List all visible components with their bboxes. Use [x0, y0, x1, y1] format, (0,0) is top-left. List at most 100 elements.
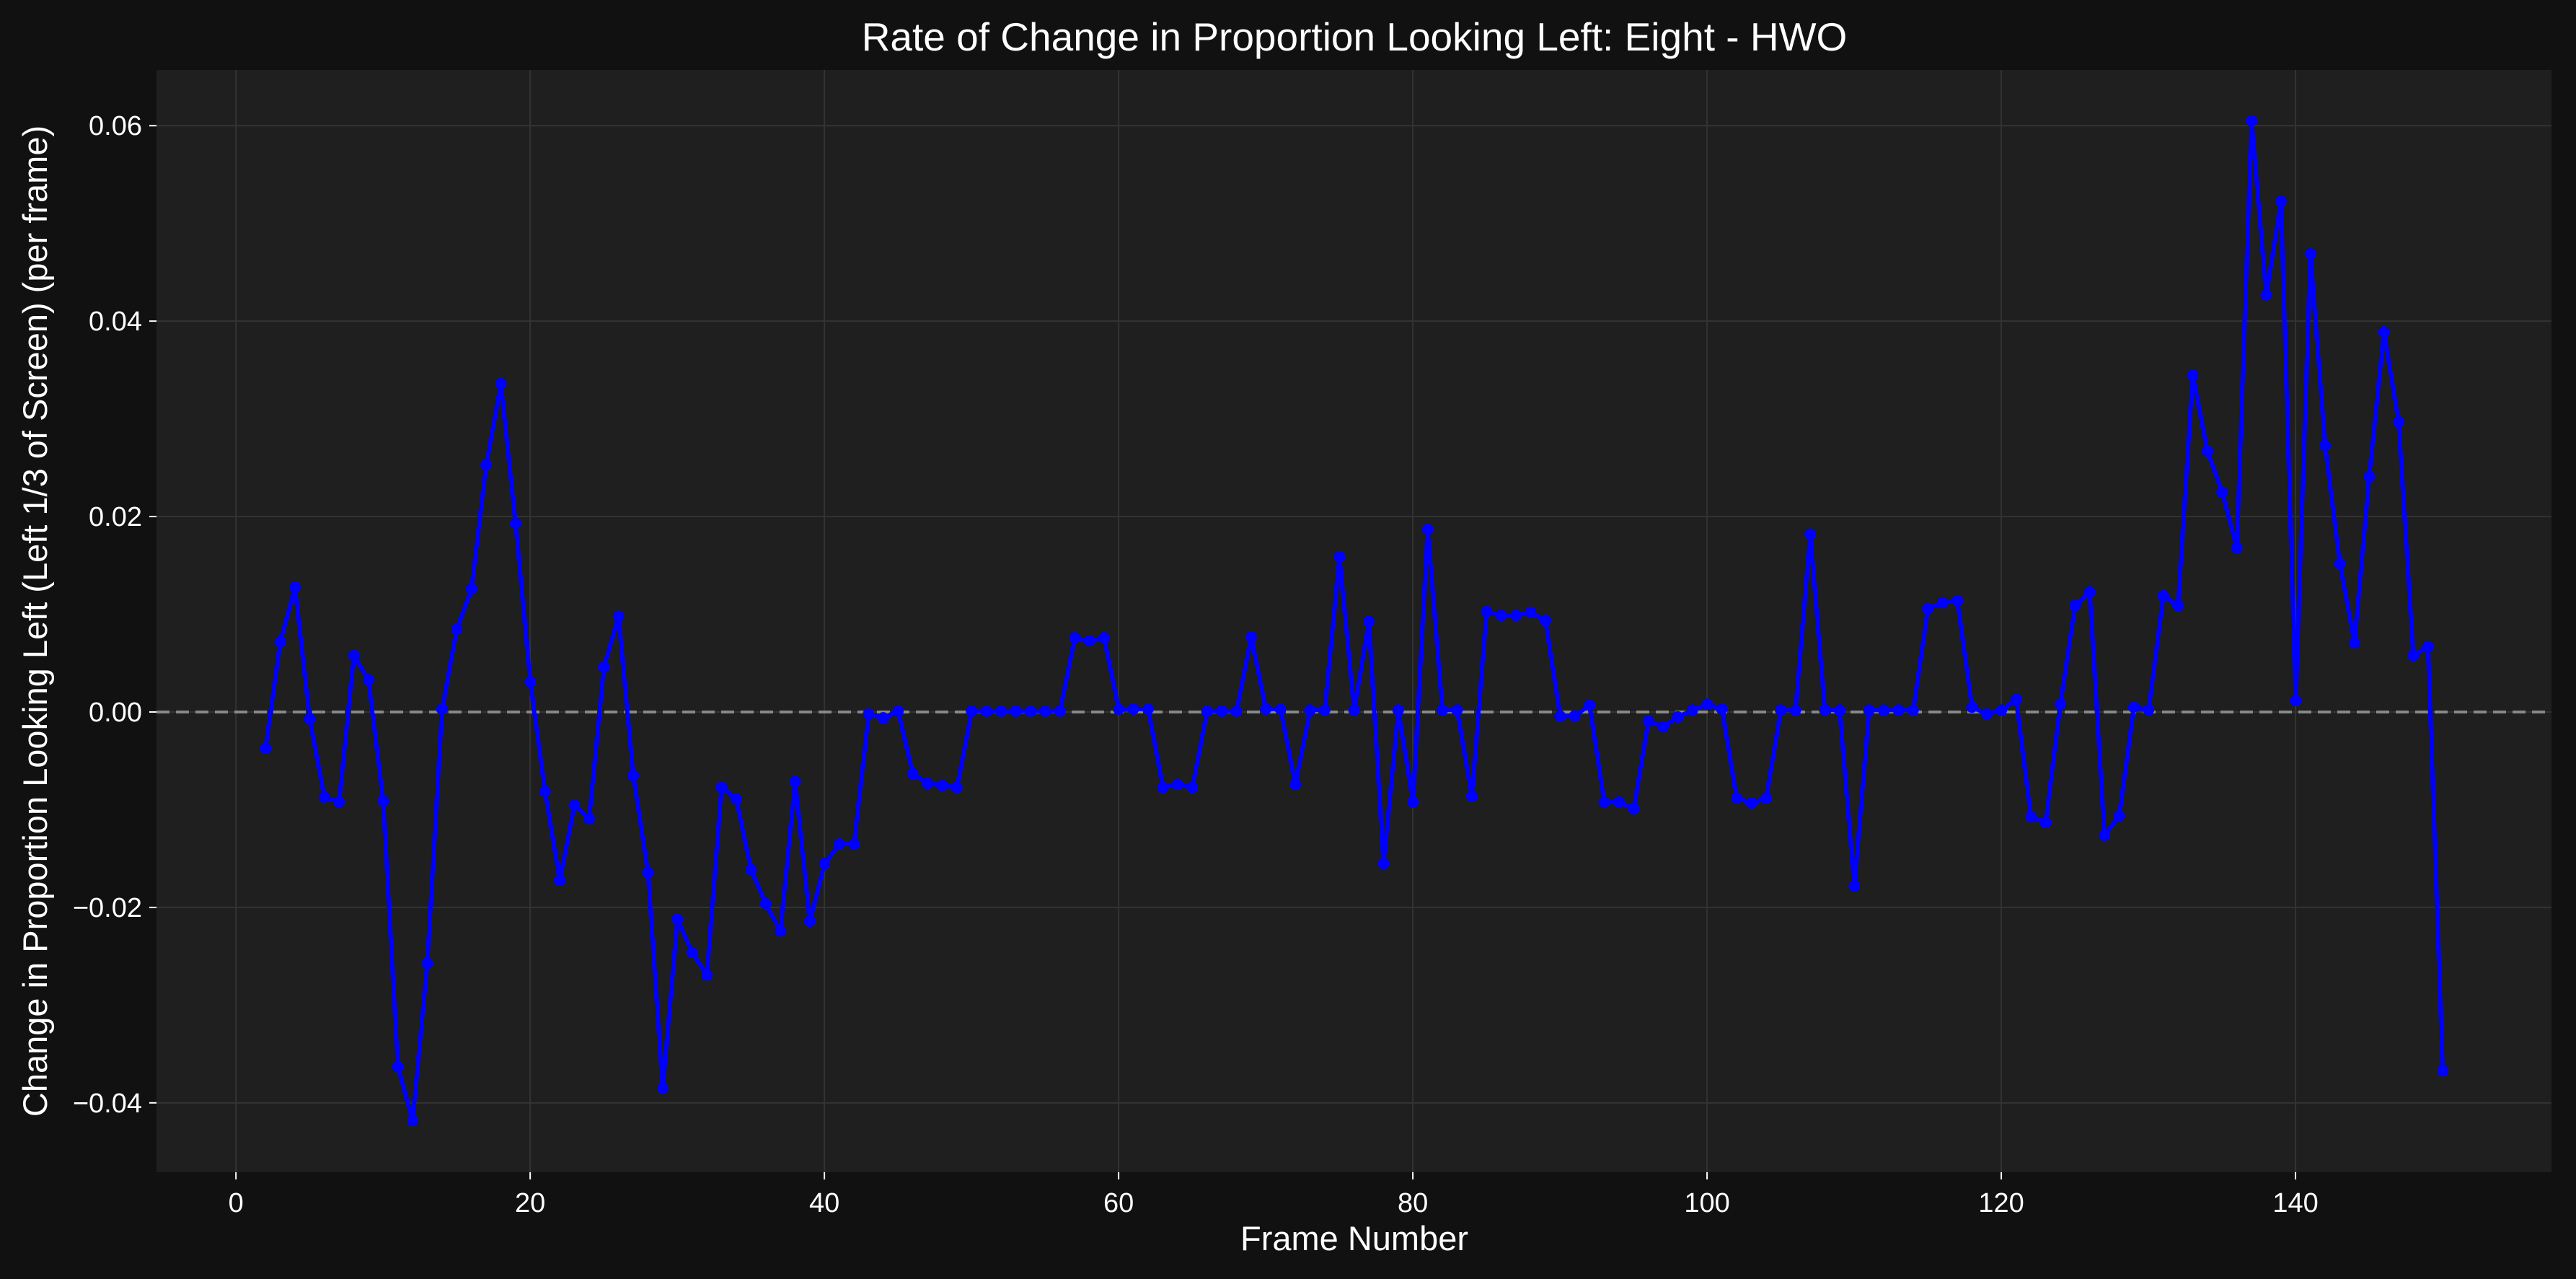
data-point: [994, 705, 1007, 717]
data-point: [1421, 523, 1434, 535]
data-point: [1509, 609, 1522, 621]
data-point: [2010, 693, 2022, 706]
data-point: [539, 785, 551, 797]
data-point: [1922, 602, 1934, 615]
data-point: [803, 915, 816, 927]
data-point: [2363, 470, 2375, 483]
data-point: [1142, 703, 1154, 715]
data-point: [1481, 605, 1493, 617]
data-point: [1995, 704, 2008, 716]
data-point: [1569, 710, 1581, 722]
data-point: [1789, 704, 1801, 716]
data-point: [451, 623, 463, 635]
x-tick-label: 120: [1978, 1188, 2024, 1218]
data-point: [1892, 704, 1905, 716]
data-point: [421, 957, 433, 970]
data-point: [612, 610, 625, 623]
data-point: [1760, 792, 1772, 804]
data-point: [1392, 704, 1404, 716]
data-point: [1289, 778, 1301, 791]
data-point: [509, 517, 521, 529]
data-point: [274, 636, 286, 648]
data-point: [348, 649, 360, 662]
data-point: [2098, 829, 2110, 841]
data-point: [2348, 636, 2360, 649]
y-tick-label: 0.00: [89, 698, 142, 728]
data-point: [406, 1115, 418, 1127]
data-point: [1215, 705, 1227, 717]
data-point: [2157, 589, 2169, 602]
data-point: [774, 925, 786, 937]
data-point: [304, 713, 316, 725]
data-point: [288, 581, 301, 593]
data-point: [1716, 703, 1728, 715]
data-point: [1010, 705, 1022, 717]
data-point: [1333, 550, 1346, 563]
data-point: [819, 857, 831, 869]
data-point: [2378, 326, 2390, 338]
data-point: [1966, 701, 1978, 713]
data-point: [1583, 699, 1595, 711]
x-tick-label: 60: [1103, 1188, 1134, 1218]
data-point: [1598, 796, 1610, 808]
data-point: [524, 676, 537, 687]
data-point: [2392, 416, 2404, 428]
data-point: [1819, 704, 1831, 716]
data-point: [2083, 586, 2096, 598]
data-point: [1951, 594, 1963, 607]
data-point: [2069, 599, 2081, 612]
data-point: [333, 796, 345, 808]
x-tick-label: 20: [515, 1188, 545, 1218]
data-point: [1628, 803, 1640, 815]
data-point: [1936, 597, 1949, 609]
data-point: [1098, 632, 1110, 643]
data-point: [686, 946, 698, 959]
data-point: [700, 969, 713, 981]
data-point: [2024, 810, 2037, 822]
y-tick-label: −0.02: [73, 893, 142, 923]
tick-labels: 0 20 40 60 80 100 120 140 −0.04 −0.02 0.00 0.02 0.04…: [73, 111, 2319, 1218]
data-point: [1686, 704, 1698, 716]
y-axis-label: Change in Proportion Looking Left (Left …: [16, 126, 54, 1117]
data-point: [2113, 809, 2125, 822]
x-tick-label: 0: [229, 1188, 244, 1218]
data-point: [1833, 704, 1845, 716]
y-tick-label: −0.04: [73, 1089, 142, 1119]
data-point: [377, 795, 389, 807]
data-point: [1701, 698, 1713, 711]
data-point: [1613, 796, 1625, 808]
data-point: [921, 777, 933, 789]
data-point: [1024, 705, 1036, 717]
x-tick-label: 140: [2272, 1188, 2318, 1218]
data-point: [1848, 880, 1861, 892]
data-point: [936, 779, 948, 791]
data-point: [1318, 704, 1331, 716]
data-point: [1495, 609, 1507, 621]
data-point: [1539, 614, 1551, 626]
data-point: [2275, 195, 2287, 207]
data-point: [568, 799, 581, 811]
data-point: [2039, 817, 2052, 828]
data-point: [745, 863, 757, 876]
data-point: [2304, 247, 2316, 260]
data-point: [2260, 289, 2272, 301]
data-point: [583, 812, 595, 825]
data-point: [318, 791, 330, 803]
data-point: [1113, 703, 1125, 715]
data-point: [1980, 708, 1993, 720]
data-point: [1451, 704, 1463, 716]
data-point: [1039, 705, 1051, 717]
data-point: [2054, 698, 2066, 711]
data-point: [2201, 445, 2213, 457]
x-tick-label: 80: [1398, 1188, 1428, 1218]
data-point: [671, 913, 684, 926]
data-point: [1657, 721, 1669, 733]
data-point: [1377, 857, 1390, 869]
data-point: [1304, 704, 1316, 716]
data-point: [789, 775, 801, 788]
data-point: [1127, 703, 1139, 715]
data-point: [1407, 796, 1419, 808]
x-axis-label: Frame Number: [1240, 1219, 1468, 1257]
